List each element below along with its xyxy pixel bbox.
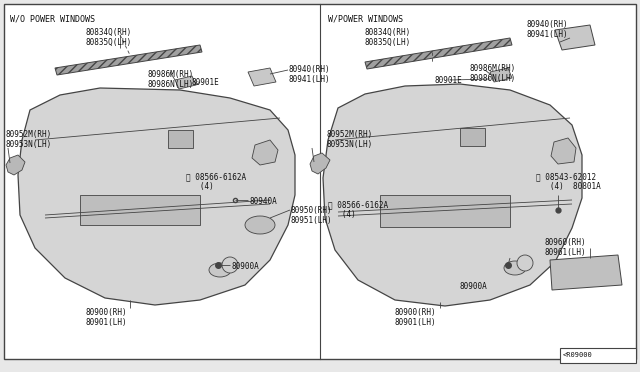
Circle shape (222, 257, 238, 273)
Text: 80986M(RH)
80986N(LH): 80986M(RH) 80986N(LH) (148, 70, 195, 89)
Circle shape (517, 255, 533, 271)
Polygon shape (175, 76, 196, 89)
Ellipse shape (245, 216, 275, 234)
Text: 80940(RH)
80941(LH): 80940(RH) 80941(LH) (527, 20, 568, 39)
Text: 80952M(RH)
80953N(LH): 80952M(RH) 80953N(LH) (327, 130, 373, 150)
Text: 80940(RH)
80941(LH): 80940(RH) 80941(LH) (289, 65, 331, 84)
Text: 80950(RH)
80951(LH): 80950(RH) 80951(LH) (291, 206, 333, 225)
Text: <R09000: <R09000 (563, 352, 593, 358)
Text: W/POWER WINDOWS: W/POWER WINDOWS (328, 14, 403, 23)
Polygon shape (6, 155, 25, 175)
Polygon shape (248, 68, 276, 86)
Text: 80900A: 80900A (460, 282, 488, 291)
Polygon shape (323, 84, 582, 306)
Bar (168, 130, 193, 148)
Bar (380, 195, 510, 227)
Text: Ⓢ 08543-62012
   (4)  80801A: Ⓢ 08543-62012 (4) 80801A (536, 172, 601, 192)
Polygon shape (18, 88, 295, 305)
Text: 80900A: 80900A (231, 262, 259, 271)
Ellipse shape (209, 263, 231, 277)
Text: 80834Q(RH)
80835Q(LH): 80834Q(RH) 80835Q(LH) (85, 28, 131, 47)
Polygon shape (490, 68, 512, 82)
Text: 80940A: 80940A (249, 197, 276, 206)
Bar (460, 128, 485, 146)
Ellipse shape (504, 261, 526, 275)
Polygon shape (55, 45, 202, 75)
Text: 80901E: 80901E (192, 78, 220, 87)
Text: 80986M(RH)
80986N(LH): 80986M(RH) 80986N(LH) (470, 64, 516, 83)
Text: 80952M(RH)
80953N(LH): 80952M(RH) 80953N(LH) (5, 130, 51, 150)
Polygon shape (365, 38, 512, 69)
Text: 80960(RH)
80961(LH): 80960(RH) 80961(LH) (545, 238, 587, 257)
Text: 80834Q(RH)
80835Q(LH): 80834Q(RH) 80835Q(LH) (365, 28, 412, 47)
Polygon shape (555, 25, 595, 50)
Text: 80900(RH)
80901(LH): 80900(RH) 80901(LH) (85, 308, 127, 327)
Text: 80901E: 80901E (435, 76, 463, 85)
Polygon shape (551, 138, 576, 164)
Bar (80, 195, 200, 225)
Text: W/O POWER WINDOWS: W/O POWER WINDOWS (10, 14, 95, 23)
Text: 80900(RH)
80901(LH): 80900(RH) 80901(LH) (395, 308, 436, 327)
Text: Ⓢ 08566-6162A
   (4): Ⓢ 08566-6162A (4) (186, 172, 246, 192)
Polygon shape (310, 153, 330, 174)
Polygon shape (550, 255, 622, 290)
Polygon shape (252, 140, 278, 165)
Text: Ⓢ 08566-6162A
   (4): Ⓢ 08566-6162A (4) (328, 200, 388, 219)
Bar (560, 348, 636, 363)
